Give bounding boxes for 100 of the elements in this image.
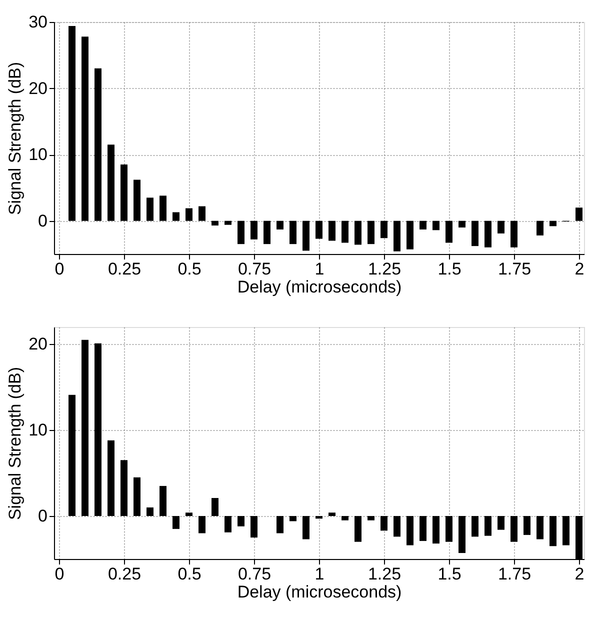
bar: [432, 220, 440, 230]
bar: [302, 220, 310, 251]
x-tick-label: 0: [54, 564, 64, 584]
bar: [172, 212, 180, 221]
bar: [380, 220, 388, 238]
bar: [342, 516, 348, 520]
bar: [146, 198, 154, 221]
x-tick-label: 1.75: [498, 564, 532, 584]
bar: [368, 516, 374, 520]
bar: [458, 220, 466, 228]
y-axis-title: Signal Strength (dB): [6, 366, 25, 520]
x-tick-label: 0.5: [178, 564, 202, 584]
x-tick-label: 0.25: [108, 260, 142, 278]
y-tick-label: 0: [38, 211, 48, 230]
bar: [134, 477, 140, 516]
bar: [536, 220, 544, 236]
y-axis-title: Signal Strength (dB): [6, 62, 25, 216]
bar: [368, 220, 374, 244]
bar: [160, 196, 166, 221]
bar: [108, 144, 114, 221]
bar: [212, 220, 218, 226]
x-tick-label: 1: [314, 260, 324, 278]
y-tick-label: 10: [28, 420, 48, 440]
bar: [484, 220, 492, 248]
bar: [354, 516, 362, 542]
bar: [472, 220, 478, 246]
x-axis-title: Delay (microseconds): [237, 582, 402, 602]
bar: [406, 220, 414, 250]
bar: [238, 516, 244, 526]
bar: [406, 516, 414, 546]
x-tick-label: 0.25: [108, 564, 142, 584]
x-tick-label: 0: [54, 260, 64, 278]
bar: [160, 486, 166, 516]
bar: [550, 516, 556, 546]
bar: [276, 516, 284, 534]
bar: [328, 512, 336, 516]
bar: [550, 220, 556, 226]
x-tick-label: 1.75: [498, 260, 532, 278]
bar: [224, 220, 232, 225]
bar: [264, 220, 270, 244]
bar: [446, 220, 452, 243]
bar: [250, 220, 258, 240]
bar: [172, 516, 180, 529]
x-tick-label: 2: [574, 564, 584, 584]
bar: [82, 340, 88, 516]
bar: [420, 516, 426, 541]
bar: [354, 220, 362, 245]
bar: [342, 220, 348, 243]
bar: [134, 180, 140, 221]
y-tick-label: 20: [28, 78, 48, 98]
y-tick-label: 0: [38, 506, 48, 526]
x-tick-label: 1: [314, 564, 324, 584]
bar: [198, 516, 206, 534]
bar: [212, 498, 218, 516]
bar: [510, 516, 518, 542]
bar: [498, 220, 504, 234]
bar: [498, 516, 504, 530]
bar: [432, 516, 440, 544]
bar: [446, 516, 452, 542]
bar: [290, 220, 296, 244]
bar: [316, 516, 322, 519]
x-tick-label: 0.75: [238, 564, 272, 584]
bar: [316, 220, 322, 239]
bar: [68, 26, 76, 221]
bar: [250, 516, 258, 538]
bar: [576, 208, 582, 221]
bar: [510, 220, 518, 248]
bar: [484, 516, 492, 536]
x-axis-title: Delay (microseconds): [237, 278, 402, 296]
x-tick-label: 1.25: [368, 260, 402, 278]
bar: [290, 516, 296, 522]
x-tick-label: 2: [574, 260, 584, 278]
x-tick-label: 0.75: [238, 260, 272, 278]
bar: [394, 516, 400, 537]
x-tick-label: 0.5: [178, 260, 202, 278]
bar: [94, 68, 102, 221]
bar: [68, 394, 76, 516]
x-tick-label: 1.5: [438, 260, 462, 278]
bar: [224, 516, 232, 532]
x-tick-label: 1.5: [438, 564, 462, 584]
bar: [472, 516, 478, 537]
bar: [198, 206, 206, 221]
bar: [524, 516, 530, 535]
bar: [186, 208, 192, 221]
bar: [380, 516, 388, 531]
bar: [146, 507, 154, 516]
bar: [94, 343, 102, 516]
bar: [562, 516, 570, 546]
bar: [328, 220, 336, 241]
bar: [120, 164, 128, 221]
bar: [120, 460, 128, 516]
bar: [302, 516, 310, 540]
bar: [186, 512, 192, 516]
y-tick-label: 20: [28, 334, 48, 354]
bar: [276, 220, 284, 230]
x-tick-label: 1.25: [368, 564, 402, 584]
bar: [238, 220, 244, 244]
bar: [394, 220, 400, 252]
bar: [458, 516, 466, 553]
bar: [108, 440, 114, 516]
